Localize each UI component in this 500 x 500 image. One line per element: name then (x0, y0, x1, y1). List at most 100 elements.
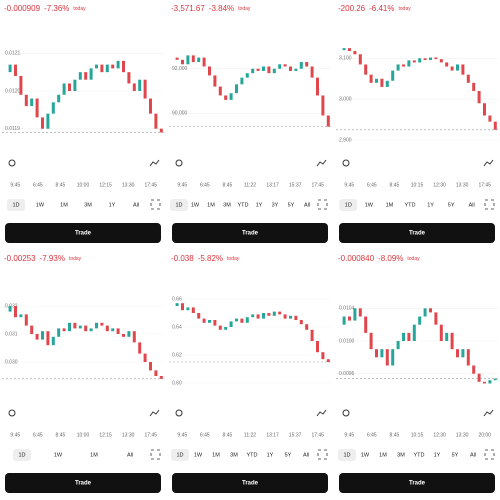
header-suffix: today (69, 256, 82, 262)
period-button[interactable]: 3M (230, 452, 238, 458)
chart-type-icon[interactable] (483, 159, 494, 167)
period-selected (7, 199, 25, 211)
period-button[interactable]: 5Y (452, 452, 459, 458)
trade-button[interactable] (339, 473, 495, 493)
chart-type-icon[interactable] (316, 159, 327, 167)
candle (299, 320, 303, 325)
period-button[interactable]: 3M (84, 202, 92, 208)
period-button[interactable]: 1Y (427, 202, 434, 208)
trade-button-label[interactable]: Trade (242, 231, 259, 237)
candle (418, 316, 422, 325)
x-tick-label: 15:37 (289, 182, 302, 188)
period-button[interactable]: 1Y (256, 202, 263, 208)
candle (197, 57, 201, 63)
candle (353, 50, 357, 55)
alarm-icon[interactable] (175, 409, 183, 417)
candle (14, 64, 17, 76)
candle (472, 82, 476, 91)
candle (402, 332, 405, 341)
candle (181, 303, 184, 311)
period-button[interactable]: 1D (18, 452, 25, 458)
chart-type-icon[interactable] (316, 409, 327, 417)
trade-button-label[interactable]: Trade (75, 231, 92, 237)
alarm-icon[interactable] (342, 409, 350, 417)
period-button[interactable]: YTD (405, 202, 416, 208)
candle (41, 117, 44, 129)
fullscreen-icon[interactable] (317, 449, 328, 460)
x-tick-label: 6:45 (200, 432, 210, 438)
period-button[interactable]: 1D (345, 202, 352, 208)
candle (84, 325, 88, 332)
candle (477, 91, 481, 104)
period-button[interactable]: 1D (343, 452, 350, 458)
period-button[interactable]: All (133, 202, 139, 208)
fullscreen-icon[interactable] (484, 449, 495, 460)
trade-button[interactable] (5, 473, 161, 493)
candle (316, 341, 319, 353)
period-button[interactable]: 1M (212, 452, 220, 458)
fullscreen-icon[interactable] (150, 199, 161, 210)
alarm-icon[interactable] (8, 159, 16, 167)
period-button[interactable]: 1M (90, 452, 98, 458)
alarm-icon[interactable] (342, 159, 350, 167)
fullscreen-icon[interactable] (150, 449, 161, 460)
period-button[interactable]: 1M (60, 202, 68, 208)
period-button[interactable]: All (303, 452, 309, 458)
period-button[interactable]: 1D (175, 202, 182, 208)
candle (385, 80, 389, 87)
trade-button[interactable] (172, 473, 328, 493)
candle (466, 349, 470, 366)
period-button[interactable]: 1W (361, 452, 370, 458)
period-button[interactable]: 1W (194, 452, 203, 458)
fullscreen-icon[interactable] (317, 199, 328, 210)
period-button[interactable]: 1Y (434, 452, 441, 458)
x-tick-label: 6:45 (33, 182, 43, 188)
period-button[interactable]: 1Y (109, 202, 116, 208)
trade-button-label[interactable]: Trade (242, 481, 259, 487)
period-button[interactable]: 5Y (285, 452, 292, 458)
period-button[interactable]: 1M (379, 452, 387, 458)
candle (450, 332, 454, 350)
period-button[interactable]: All (470, 452, 476, 458)
chart-type-icon[interactable] (149, 409, 160, 417)
alarm-icon[interactable] (175, 159, 183, 167)
alarm-icon[interactable] (8, 409, 16, 417)
period-button[interactable]: 1Y (267, 452, 274, 458)
period-button[interactable]: 5Y (288, 202, 295, 208)
period-button[interactable]: 5Y (448, 202, 455, 208)
period-button[interactable]: 1M (207, 202, 215, 208)
trade-button-label[interactable]: Trade (409, 231, 426, 237)
candle (73, 79, 77, 91)
period-button[interactable]: 3M (397, 452, 405, 458)
candle (95, 322, 98, 329)
period-button[interactable]: All (469, 202, 475, 208)
trade-button-label[interactable]: Trade (75, 481, 92, 487)
x-tick-label: 9:45 (10, 432, 20, 438)
trade-button[interactable] (5, 223, 161, 243)
period-button[interactable]: YTD (247, 452, 258, 458)
period-button[interactable]: 1W (54, 452, 63, 458)
period-button[interactable]: 3Y (272, 202, 279, 208)
candle (191, 307, 195, 313)
trade-button[interactable] (172, 223, 328, 243)
period-button[interactable]: All (127, 452, 133, 458)
period-button[interactable]: 1D (12, 202, 19, 208)
period-button[interactable]: YTD (414, 452, 425, 458)
x-tick-label: 15:37 (289, 432, 302, 438)
period-button[interactable]: 1D (176, 452, 183, 458)
trade-button[interactable] (339, 223, 495, 243)
period-button[interactable]: 1W (365, 202, 374, 208)
chart-type-icon[interactable] (149, 159, 160, 167)
period-button[interactable]: 3M (223, 202, 231, 208)
chart-type-icon[interactable] (483, 409, 494, 417)
period-button[interactable]: 1M (386, 202, 394, 208)
candle (149, 362, 152, 371)
candle (46, 113, 50, 129)
period-button[interactable]: 1W (191, 202, 200, 208)
trade-button-label[interactable]: Trade (409, 481, 426, 487)
fullscreen-icon[interactable] (484, 199, 495, 210)
period-button[interactable]: 1W (36, 202, 45, 208)
period-button[interactable]: YTD (238, 202, 249, 208)
period-button[interactable]: All (304, 202, 310, 208)
header-percent: -7.93% (40, 254, 65, 263)
